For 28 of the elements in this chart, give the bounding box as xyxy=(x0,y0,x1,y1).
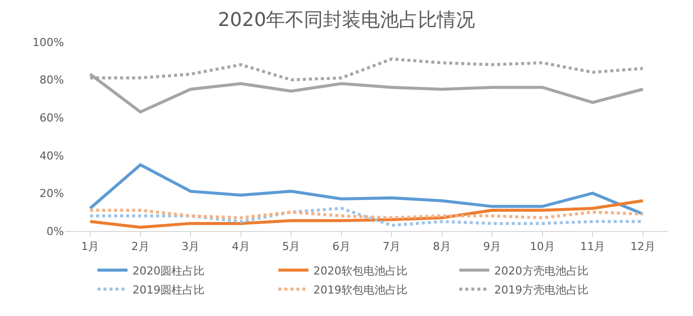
legend-label: 2019软包电池占比 xyxy=(313,283,408,296)
x-tick-label: 9月 xyxy=(483,240,502,254)
x-tick-label: 5月 xyxy=(282,240,300,254)
legend-label: 2020方壳电池占比 xyxy=(494,264,588,278)
x-tick-label: 2月 xyxy=(131,240,150,254)
legend-label: 2020圆柱占比 xyxy=(132,264,204,278)
y-tick-label: 100% xyxy=(32,36,64,49)
x-tick-label: 7月 xyxy=(382,240,401,254)
line-series xyxy=(88,163,644,216)
x-tick-label: 11月 xyxy=(580,240,606,254)
y-tick-label: 40% xyxy=(40,149,64,162)
y-tick-label: 60% xyxy=(40,111,64,124)
x-tick-label: 1月 xyxy=(81,240,100,254)
x-tick-label: 4月 xyxy=(232,240,250,254)
x-tick-label: 10月 xyxy=(530,240,555,254)
y-tick-label: 80% xyxy=(40,74,64,87)
y-tick-label: 0% xyxy=(46,224,64,238)
x-tick-label: 6月 xyxy=(332,240,350,254)
legend-label: 2019方壳电池占比 xyxy=(494,283,588,296)
y-tick-label: 20% xyxy=(40,187,64,200)
x-tick-label: 12月 xyxy=(630,240,656,254)
x-tick-label: 3月 xyxy=(182,240,200,254)
line-series xyxy=(88,199,644,229)
line-series xyxy=(88,208,644,220)
x-tick-label: 8月 xyxy=(432,240,451,254)
legend-label: 2020软包电池占比 xyxy=(313,264,408,278)
chart-title: 2020年不同封装电池占比情况 xyxy=(218,8,476,31)
legend-label: 2019圆柱占比 xyxy=(132,283,204,296)
